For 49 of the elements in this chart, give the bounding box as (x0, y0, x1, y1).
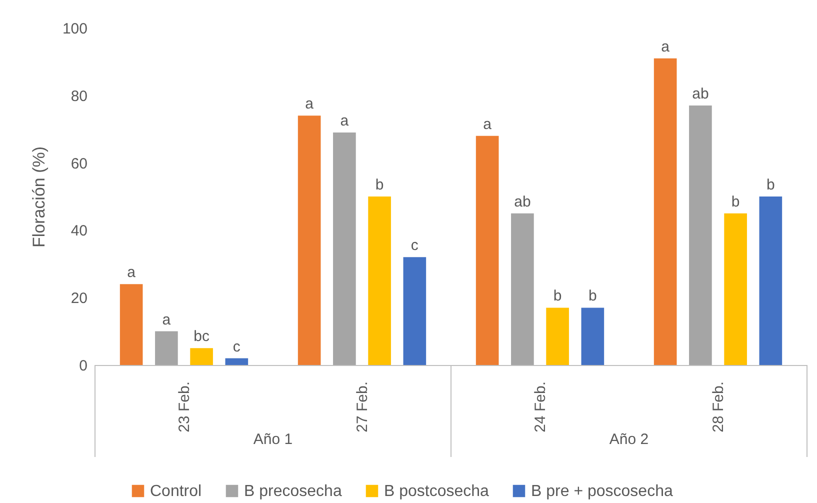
bar (581, 308, 604, 365)
bar (225, 358, 248, 365)
bar (333, 132, 356, 365)
data-label: b (375, 176, 384, 194)
data-label: bc (194, 328, 210, 346)
bar (689, 106, 712, 365)
data-label: b (766, 176, 775, 194)
bar (368, 196, 391, 365)
data-label: a (340, 112, 350, 130)
data-label: a (162, 311, 172, 328)
x-tick-label: 28 Feb. (710, 382, 727, 432)
data-label: b (731, 193, 740, 210)
bar (298, 116, 321, 365)
x-tick-label: 23 Feb. (176, 382, 193, 432)
bar (654, 58, 677, 365)
text: Año 1 (253, 431, 293, 448)
data-label: a (127, 264, 136, 282)
legend-label: B pre + poscosecha (531, 483, 673, 500)
legend-label: B postcosecha (384, 483, 490, 500)
y-tick-label: 60 (70, 155, 88, 172)
data-label: ab (692, 86, 709, 103)
bar (511, 213, 534, 365)
text: Año 2 (609, 431, 649, 448)
bar (476, 136, 499, 365)
bar (120, 284, 143, 365)
y-axis-title: Floración (%) (29, 146, 48, 248)
bar (155, 331, 178, 365)
y-tick-label: 0 (79, 358, 88, 374)
bar (546, 308, 569, 365)
bar (403, 257, 426, 365)
data-label: b (553, 288, 562, 305)
y-tick-label: 100 (62, 20, 88, 38)
data-label: a (661, 38, 670, 56)
data-label: b (588, 288, 597, 305)
y-tick-label: 40 (70, 222, 88, 240)
bar (724, 213, 747, 365)
x-tick-label: 24 Feb. (532, 382, 549, 432)
legend-label: B precosecha (244, 483, 342, 500)
y-tick-label: 20 (70, 290, 88, 308)
data-label: a (305, 96, 314, 113)
data-label: ab (514, 193, 531, 210)
legend-label: Control (150, 483, 202, 500)
data-label: c (410, 237, 419, 254)
data-label: c (232, 338, 241, 356)
bar (759, 196, 782, 365)
y-tick-label: 80 (70, 88, 88, 105)
bar (190, 348, 213, 365)
x-tick-label: 27 Feb. (354, 382, 371, 432)
data-label: a (483, 116, 492, 133)
